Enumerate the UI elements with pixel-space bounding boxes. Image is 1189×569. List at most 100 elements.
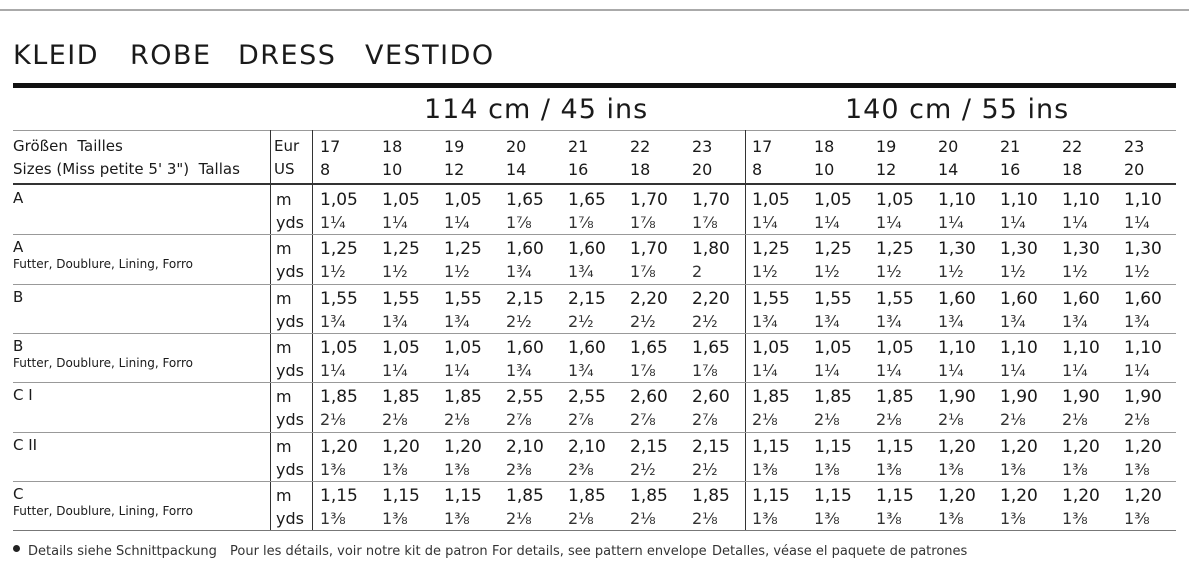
- title-word: KLEID: [13, 40, 100, 71]
- value-yds: 1½: [382, 262, 408, 282]
- value-m: 2,15: [568, 288, 606, 309]
- value-m: 1,05: [752, 190, 790, 210]
- size-eur: 23: [692, 137, 713, 156]
- value-m: 1,60: [1000, 288, 1038, 309]
- size-label: Sizes (Miss petite 5' 3") Tallas: [13, 160, 240, 178]
- value-m: 1,65: [568, 190, 606, 210]
- value-m: 1,70: [630, 190, 668, 210]
- value-yds: 1½: [444, 262, 470, 282]
- value-m: 1,55: [320, 288, 358, 309]
- value-yds: 2⅛: [814, 410, 840, 430]
- value-yds: 2⅛: [692, 508, 718, 528]
- value-yds: 1¼: [752, 360, 778, 380]
- row-line: [13, 431, 1176, 433]
- header-line: [13, 130, 1176, 131]
- value-m: 1,85: [752, 387, 790, 408]
- value-m: 1,60: [568, 337, 606, 358]
- value-yds: 1¼: [320, 213, 346, 232]
- value-yds: 1⅜: [938, 508, 964, 528]
- value-m: 1,80: [692, 239, 730, 260]
- value-m: 1,85: [382, 387, 420, 408]
- value-m: 1,85: [320, 387, 358, 408]
- row-label: A: [13, 189, 24, 207]
- value-yds: 1¼: [444, 213, 470, 232]
- value-m: 1,85: [444, 387, 482, 408]
- row-sublabel: Futter, Doublure, Lining, Forro: [13, 257, 193, 272]
- value-m: 1,20: [938, 436, 976, 457]
- unit: m: [276, 337, 292, 357]
- value-yds: 1¾: [320, 311, 346, 331]
- unit: m: [276, 190, 292, 209]
- value-m: 1,25: [752, 239, 790, 260]
- size-eur: 22: [1062, 137, 1083, 156]
- value-yds: 1⅜: [1000, 508, 1026, 528]
- unit: m: [276, 288, 292, 308]
- value-yds: 1⅜: [938, 459, 964, 479]
- value-yds: 1⅜: [320, 459, 346, 479]
- value-yds: 1⅜: [320, 508, 346, 528]
- row-sublabel: Futter, Doublure, Lining, Forro: [13, 355, 193, 370]
- value-yds: 2⅞: [630, 410, 656, 430]
- value-m: 1,20: [444, 436, 482, 457]
- top-rule: [0, 9, 1189, 11]
- value-m: 1,10: [1000, 337, 1038, 358]
- value-m: 1,15: [876, 436, 914, 457]
- value-m: 1,05: [320, 190, 358, 210]
- size-us: 18: [1062, 160, 1083, 179]
- value-yds: 2½: [692, 311, 718, 331]
- value-yds: 1⅜: [876, 508, 902, 528]
- col-rule: [270, 130, 271, 530]
- value-yds: 1¾: [1124, 311, 1150, 331]
- value-yds: 1⅞: [630, 213, 656, 232]
- value-m: 1,20: [1062, 485, 1100, 506]
- value-yds: 2⅛: [630, 508, 656, 528]
- value-m: 2,60: [630, 387, 668, 408]
- value-m: 1,15: [752, 485, 790, 506]
- value-yds: 1⅜: [1000, 459, 1026, 479]
- footer-note: Pour les détails, voir notre kit de patr…: [230, 544, 488, 559]
- value-yds: 1½: [1124, 262, 1150, 282]
- value-m: 1,10: [1062, 337, 1100, 358]
- value-yds: 1¼: [382, 213, 408, 232]
- size-us: 12: [876, 160, 897, 179]
- value-m: 1,30: [938, 239, 976, 260]
- value-m: 2,10: [506, 436, 544, 457]
- value-yds: 1¼: [814, 360, 840, 380]
- value-yds: 2⅛: [320, 410, 346, 430]
- value-yds: 1¾: [444, 311, 470, 331]
- col-rule: [312, 130, 313, 530]
- value-yds: 1¼: [382, 360, 408, 380]
- unit-label: US: [274, 160, 295, 178]
- unit: m: [276, 239, 292, 259]
- value-yds: 1¾: [876, 311, 902, 331]
- value-yds: 1¼: [444, 360, 470, 380]
- size-us: 18: [630, 160, 651, 179]
- size-us: 10: [814, 160, 835, 179]
- unit: yds: [276, 410, 304, 430]
- value-m: 1,05: [382, 337, 420, 358]
- value-m: 1,60: [1062, 288, 1100, 309]
- value-yds: 1¼: [1062, 213, 1088, 232]
- unit: yds: [276, 213, 304, 232]
- value-yds: 1⅜: [752, 459, 778, 479]
- value-m: 1,05: [444, 337, 482, 358]
- value-yds: 1½: [1000, 262, 1026, 282]
- value-m: 2,55: [568, 387, 606, 408]
- value-yds: 1⅜: [876, 459, 902, 479]
- value-m: 1,85: [814, 387, 852, 408]
- size-us: 16: [568, 160, 589, 179]
- size-us: 14: [938, 160, 959, 179]
- value-m: 1,60: [1124, 288, 1162, 309]
- value-m: 1,55: [876, 288, 914, 309]
- value-yds: 1⅜: [1124, 459, 1150, 479]
- row-line: [13, 234, 1176, 236]
- value-yds: 1⅜: [752, 508, 778, 528]
- unit: yds: [276, 508, 304, 528]
- size-eur: 19: [876, 137, 897, 156]
- value-yds: 1¾: [938, 311, 964, 331]
- value-m: 2,60: [692, 387, 730, 408]
- value-m: 1,30: [1000, 239, 1038, 260]
- value-m: 1,10: [1000, 190, 1038, 210]
- value-m: 1,25: [814, 239, 852, 260]
- value-yds: 1¼: [876, 360, 902, 380]
